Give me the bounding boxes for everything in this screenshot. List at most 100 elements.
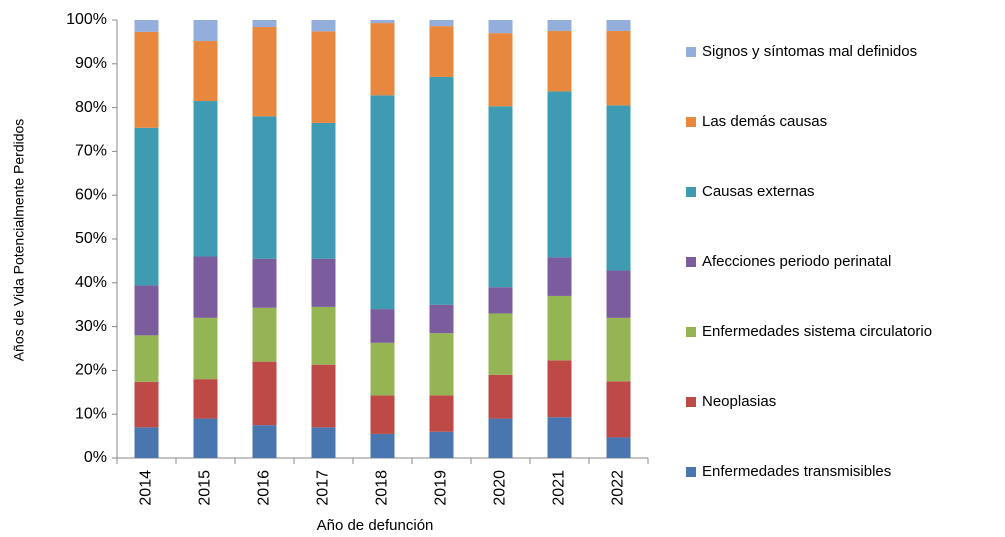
- bar-segment: [547, 30, 572, 92]
- bar-segment: [429, 395, 454, 432]
- bar-segment: [547, 20, 572, 31]
- bar-segment: [252, 307, 277, 362]
- bar-segment: [488, 418, 513, 458]
- y-axis-title: Años de Vida Potencialmente Perdidos: [11, 119, 27, 362]
- y-tick-label: 50%: [75, 230, 107, 247]
- bar-segment: [370, 95, 395, 310]
- bar-segment: [193, 41, 218, 102]
- legend-swatch: [686, 257, 696, 267]
- y-tick-label: 70%: [75, 143, 107, 160]
- x-tick-label: 2019: [433, 470, 450, 506]
- bar-segment: [311, 20, 336, 32]
- legend-swatch: [686, 467, 696, 477]
- y-tick-label: 40%: [75, 274, 107, 291]
- bar-segment: [547, 417, 572, 458]
- bar-segment: [370, 20, 395, 24]
- bar-segment: [429, 304, 454, 334]
- bar-segment: [193, 317, 218, 380]
- bar-segment: [134, 381, 159, 428]
- bar-segment: [134, 31, 159, 128]
- bar-segment: [193, 101, 218, 257]
- y-tick-label: 0%: [84, 449, 107, 466]
- bar-segment: [488, 287, 513, 314]
- bar-segment: [370, 309, 395, 343]
- legend-label: Enfermedades transmisibles: [702, 463, 891, 480]
- bar-segment: [547, 360, 572, 418]
- bar-segment: [370, 395, 395, 434]
- legend-swatch: [686, 397, 696, 407]
- bar-segment: [606, 381, 631, 438]
- bar-segment: [606, 437, 631, 458]
- bar-segment: [547, 295, 572, 361]
- legend-label: Enfermedades sistema circulatorio: [702, 323, 932, 340]
- bar-segment: [252, 258, 277, 308]
- bar-segment: [134, 335, 159, 382]
- bar-segment: [252, 116, 277, 259]
- bar-segment: [193, 379, 218, 419]
- bar-segment: [606, 20, 631, 31]
- bar-segment: [429, 431, 454, 458]
- bar-segment: [606, 270, 631, 318]
- bar-segment: [311, 31, 336, 123]
- legend-label: Causas externas: [702, 183, 815, 200]
- x-tick-label: 2018: [374, 470, 391, 506]
- bar-segment: [193, 418, 218, 458]
- bar-segment: [370, 342, 395, 396]
- bar-segment: [488, 20, 513, 34]
- x-axis-title: Año de defunción: [317, 517, 434, 534]
- bar-segment: [311, 306, 336, 365]
- bar-segment: [488, 374, 513, 419]
- bar-segment: [429, 333, 454, 396]
- legend-label: Afecciones periodo perinatal: [702, 253, 891, 270]
- x-tick-label: 2022: [610, 470, 627, 506]
- x-tick-label: 2016: [256, 470, 273, 506]
- x-tick-label: 2014: [138, 470, 155, 506]
- bar-segment: [252, 425, 277, 458]
- bar-segment: [134, 127, 159, 286]
- bar-segment: [429, 26, 454, 77]
- bar-segment: [488, 33, 513, 107]
- bar-segment: [429, 76, 454, 305]
- y-tick-label: 100%: [66, 11, 107, 28]
- bar-segment: [488, 106, 513, 288]
- bar-segment: [547, 257, 572, 296]
- legend-swatch: [686, 117, 696, 127]
- bar-segment: [370, 23, 395, 96]
- legend-label: Las demás causas: [702, 113, 827, 130]
- y-tick-label: 60%: [75, 186, 107, 203]
- bar-segment: [193, 20, 218, 42]
- bar-segment: [547, 91, 572, 258]
- bar-segment: [488, 313, 513, 375]
- bar-segment: [252, 27, 277, 117]
- legend-label: Neoplasias: [702, 393, 776, 410]
- bar-segment: [134, 427, 159, 458]
- y-tick-label: 20%: [75, 362, 107, 379]
- y-tick-label: 10%: [75, 405, 107, 422]
- bar-segment: [193, 256, 218, 318]
- bar-segment: [252, 20, 277, 28]
- y-tick-label: 90%: [75, 55, 107, 72]
- x-tick-label: 2020: [492, 470, 509, 506]
- bar-segment: [252, 361, 277, 426]
- bar-segment: [311, 122, 336, 259]
- legend-swatch: [686, 47, 696, 57]
- legend-swatch: [686, 327, 696, 337]
- x-tick-label: 2015: [197, 470, 214, 506]
- bar-segment: [606, 317, 631, 382]
- bar-segment: [311, 258, 336, 307]
- bar-segment: [311, 364, 336, 428]
- bar-segment: [429, 20, 454, 27]
- x-tick-label: 2021: [551, 470, 568, 506]
- bar-segment: [370, 433, 395, 458]
- bar-segment: [134, 20, 159, 32]
- x-tick-label: 2017: [315, 470, 332, 506]
- bar-segment: [606, 105, 631, 271]
- bar-segment: [311, 427, 336, 458]
- y-tick-label: 80%: [75, 99, 107, 116]
- legend-swatch: [686, 187, 696, 197]
- bar-segment: [606, 30, 631, 106]
- legend-label: Signos y síntomas mal definidos: [702, 43, 917, 60]
- bar-segment: [134, 285, 159, 336]
- y-tick-label: 30%: [75, 318, 107, 335]
